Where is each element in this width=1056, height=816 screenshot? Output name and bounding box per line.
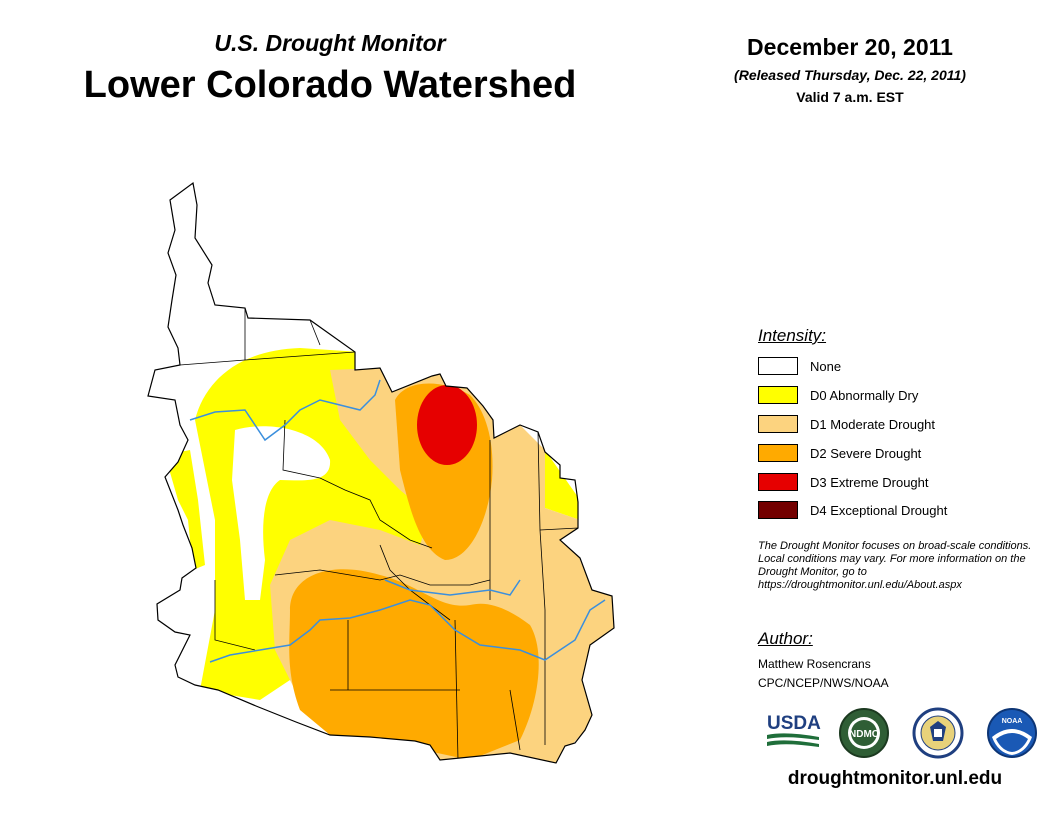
legend-label: D4 Exceptional Drought: [810, 502, 948, 518]
ndmc-logo: NDMC: [839, 708, 889, 758]
legend-swatch: [758, 386, 798, 404]
legend-item-d2: D2 Severe Drought: [758, 443, 921, 463]
map-date: December 20, 2011: [747, 34, 953, 60]
valid-time: Valid 7 a.m. EST: [796, 89, 904, 105]
legend-title: Intensity:: [758, 326, 827, 345]
legend-item-none: None: [758, 356, 841, 376]
legend-item-d1: D1 Moderate Drought: [758, 414, 935, 434]
legend-item-d3: D3 Extreme Drought: [758, 472, 929, 492]
author-name: Matthew Rosencrans: [758, 657, 871, 671]
footer-url[interactable]: droughtmonitor.unl.edu: [787, 768, 1003, 789]
drought-map: [147, 181, 615, 764]
author-org: CPC/NCEP/NWS/NOAA: [758, 676, 889, 690]
usda-logo-swoosh: [767, 733, 819, 740]
author-title: Author:: [758, 629, 813, 648]
legend-swatch: [758, 473, 798, 491]
legend-swatch: [758, 501, 798, 519]
legend-swatch: [758, 415, 798, 433]
d3-region: [417, 385, 477, 465]
noaa-logo-text: NOAA: [1002, 718, 1023, 725]
legend-swatch: [758, 357, 798, 375]
legend-swatch: [758, 444, 798, 462]
commerce-seal-logo: [912, 707, 964, 759]
monitor-note: The Drought Monitor focuses on broad-sca…: [758, 540, 1032, 591]
usda-logo-text: USDA: [767, 713, 821, 734]
legend-item-d0: D0 Abnormally Dry: [758, 385, 918, 405]
usda-logo-swoosh: [767, 740, 819, 747]
release-date: (Released Thursday, Dec. 22, 2011): [734, 67, 966, 83]
legend-item-d4: D4 Exceptional Drought: [758, 500, 947, 520]
legend-label: D1 Moderate Drought: [810, 416, 936, 432]
d0-region-edge: [165, 450, 205, 570]
legend-label: D2 Severe Drought: [810, 445, 922, 461]
legend-label: None: [810, 358, 842, 374]
none-region-interior: [232, 426, 331, 600]
rivers: [189, 379, 606, 663]
noaa-logo: NOAA: [987, 708, 1037, 758]
legend-label: D0 Abnormally Dry: [810, 387, 919, 403]
usda-logo: USDA: [767, 713, 821, 747]
map-subtitle: U.S. Drought Monitor: [214, 30, 446, 56]
legend-label: D3 Extreme Drought: [810, 474, 929, 490]
watershed-boundary: [147, 181, 615, 764]
ndmc-logo-text: NDMC: [849, 729, 879, 740]
map-title: Lower Colorado Watershed: [83, 64, 577, 106]
